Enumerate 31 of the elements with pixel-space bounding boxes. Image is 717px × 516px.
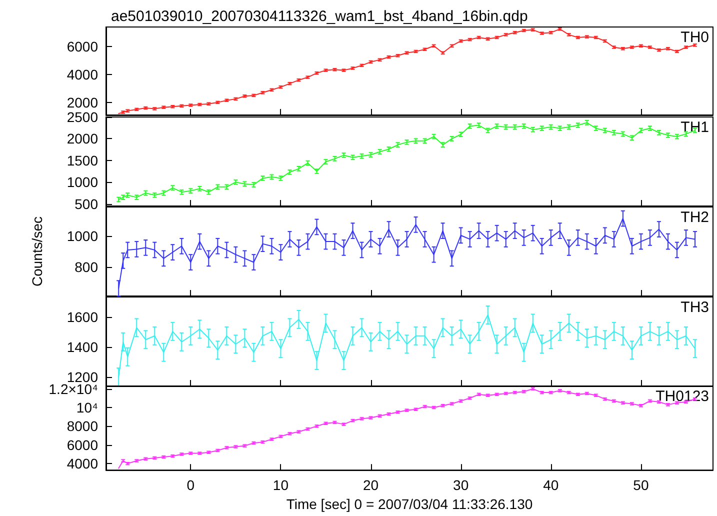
x-tick-label: 40: [543, 477, 559, 494]
y-tick-label: 2000: [66, 130, 98, 147]
x-tick-label: 20: [362, 477, 379, 494]
y-tick-label: 2500: [66, 109, 98, 125]
series-label: TH1: [680, 119, 710, 136]
y-tick-label: 10⁴: [76, 399, 98, 416]
x-tick-label: 0: [186, 477, 195, 494]
y-tick-label: 1500: [66, 152, 98, 168]
y-axis-title: Counts/sec: [29, 216, 45, 287]
chart-title: ae501039010_20070304113326_wam1_bst_4band_16bin.qdp: [111, 8, 528, 25]
series-label: TH3: [680, 299, 710, 316]
y-tick-label: 1600: [66, 309, 98, 326]
x-axis-title: Time [sec] 0 = 2007/03/04 11:33:26.130: [286, 496, 533, 512]
y-tick-label: 6000: [66, 436, 98, 453]
y-tick-label: 6000: [66, 38, 98, 55]
y-tick-label: 1400: [66, 339, 98, 356]
y-tick-label: 1200: [66, 369, 98, 386]
series-label: TH2: [680, 209, 710, 226]
y-tick-label: 4000: [66, 456, 98, 472]
y-tick-label: 8000: [66, 418, 98, 434]
y-tick-label: 2000: [66, 94, 98, 110]
series-label: TH0: [680, 29, 710, 46]
series-label: TH0123: [656, 388, 710, 405]
y-tick-label: 500: [74, 196, 98, 212]
y-tick-label: 800: [74, 258, 98, 275]
y-tick-label: 1000: [66, 174, 98, 190]
x-tick-label: 10: [272, 477, 289, 494]
y-tick-label: 1000: [66, 228, 98, 244]
y-tick-label: 4000: [66, 66, 98, 82]
x-tick-label: 50: [633, 477, 649, 494]
x-tick-label: 30: [453, 477, 469, 494]
